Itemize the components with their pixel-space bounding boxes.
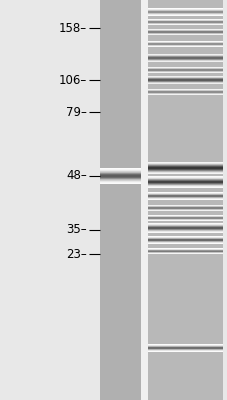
Bar (148, 0, 222, 400)
Text: 35–: 35– (66, 224, 86, 236)
Bar (100, 0, 141, 400)
Text: 79–: 79– (65, 106, 86, 118)
Text: 23–: 23– (66, 248, 86, 260)
Bar (141, 0, 148, 400)
Text: 106–: 106– (58, 74, 86, 86)
Text: 48–: 48– (66, 170, 86, 182)
Text: 158–: 158– (58, 22, 86, 34)
